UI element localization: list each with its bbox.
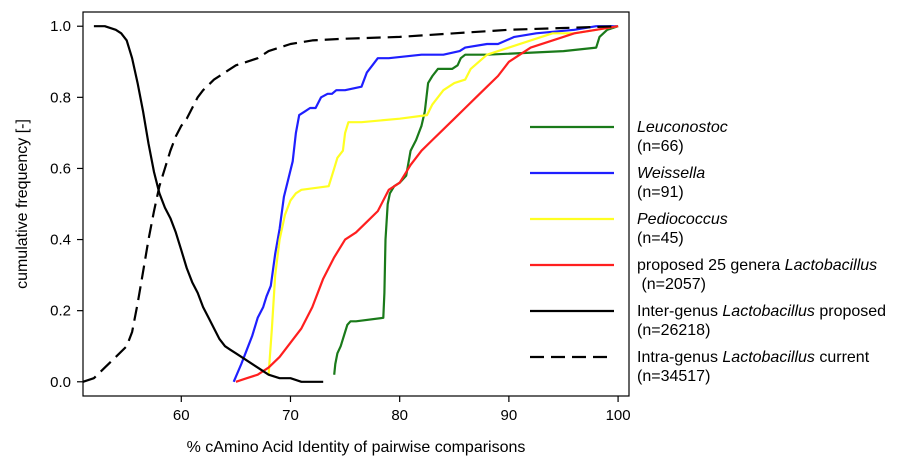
legend-label-part: Leuconostoc [637, 119, 728, 136]
legend-label-part: proposed 25 genera [637, 257, 785, 274]
legend-label-part: Inter-genus [637, 303, 722, 320]
series-layer [82, 25, 619, 383]
legend-label-part: Lactobacillus [722, 349, 815, 366]
series-line-3 [235, 25, 619, 383]
legend-count-4: (n=26218) [637, 322, 710, 339]
legend-label-1: Weissella [637, 165, 705, 182]
legend-label-part: Weissella [637, 165, 705, 182]
legend-label-part: Intra-genus [637, 349, 722, 366]
legend-label-4: Inter-genus Lactobacillus proposed [637, 303, 886, 320]
y-axis-title: cumulative frequency [-] [14, 119, 31, 289]
legend-label-part: Pediococcus [637, 211, 728, 228]
x-tick-label: 80 [391, 407, 408, 424]
series-line-1 [232, 25, 619, 383]
x-tick-label: 100 [606, 407, 631, 424]
y-axis-ticks: 0.0 0.2 0.4 0.6 0.8 1.0 [50, 18, 83, 391]
series-line-4 [93, 25, 324, 383]
legend-label-part: Lactobacillus [722, 303, 815, 320]
series-line-5 [82, 25, 619, 383]
legend-count-5: (n=34517) [637, 368, 710, 385]
y-tick-label: 0.0 [50, 374, 71, 391]
series-line-2 [267, 25, 619, 375]
legend-count-3: (n=2057) [637, 276, 706, 293]
legend-label-5: Intra-genus Lactobacillus current [637, 349, 870, 366]
legend-label-3: proposed 25 genera Lactobacillus [637, 257, 877, 274]
legend-count-0: (n=66) [637, 138, 684, 155]
x-axis-ticks: 60 70 80 90 100 [173, 396, 631, 424]
legend-label-0: Leuconostoc [637, 119, 728, 136]
legend-label-part: current [815, 349, 870, 366]
y-tick-label: 0.4 [50, 232, 71, 249]
legend-count-1: (n=91) [637, 184, 684, 201]
x-tick-label: 60 [173, 407, 190, 424]
y-tick-label: 0.8 [50, 89, 71, 106]
legend-label-part: Lactobacillus [785, 257, 878, 274]
y-tick-label: 1.0 [50, 18, 71, 35]
series-line-0 [333, 25, 619, 375]
plot-frame [82, 11, 630, 397]
legend-label-part: proposed [815, 303, 886, 320]
legend: Leuconostoc (n=66) Weissella (n=91) Pediococ… [530, 119, 886, 385]
legend-count-2: (n=45) [637, 230, 684, 247]
legend-label-2: Pediococcus [637, 211, 728, 228]
x-tick-label: 90 [501, 407, 518, 424]
x-tick-label: 70 [282, 407, 299, 424]
y-tick-label: 0.2 [50, 303, 71, 320]
x-axis-title: % cAmino Acid Identity of pairwise compa… [187, 439, 526, 456]
y-tick-label: 0.6 [50, 160, 71, 177]
